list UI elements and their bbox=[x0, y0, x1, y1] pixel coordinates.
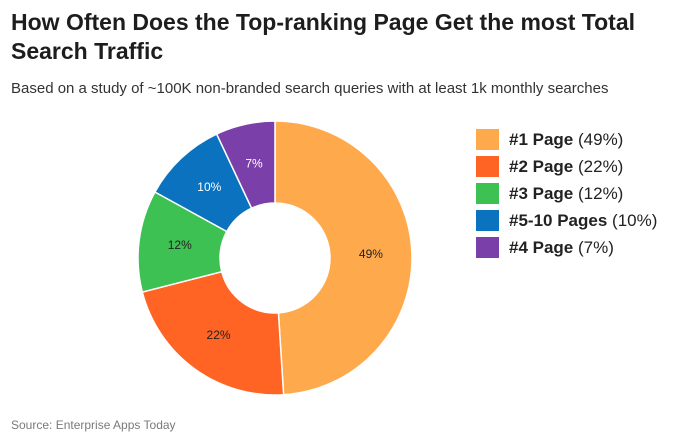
slice-data-label: 12% bbox=[168, 238, 192, 252]
donut-labels: 49% 22% 12% 10% 7% bbox=[168, 156, 384, 341]
legend-swatch bbox=[476, 237, 499, 258]
slice-data-label: 22% bbox=[207, 328, 231, 342]
legend-item: #3 Page (12%) bbox=[476, 182, 657, 205]
chart-legend: #1 Page (49%) #2 Page (22%) #3 Page (12%… bbox=[476, 128, 657, 263]
legend-value: (12%) bbox=[578, 183, 624, 203]
legend-value: (49%) bbox=[578, 129, 624, 149]
legend-item: #2 Page (22%) bbox=[476, 155, 657, 178]
donut-slice bbox=[215, 120, 276, 210]
legend-swatch bbox=[476, 129, 499, 150]
slice-data-label: 49% bbox=[359, 247, 383, 261]
legend-text: #3 Page (12%) bbox=[509, 184, 623, 204]
legend-item: #5-10 Pages (10%) bbox=[476, 209, 657, 232]
legend-text: #5-10 Pages (10%) bbox=[509, 211, 657, 231]
legend-swatch bbox=[476, 183, 499, 204]
donut-slice bbox=[274, 120, 413, 396]
legend-item: #4 Page (7%) bbox=[476, 236, 657, 259]
legend-value: (7%) bbox=[578, 237, 614, 257]
legend-item: #1 Page (49%) bbox=[476, 128, 657, 151]
slice-data-label: 10% bbox=[197, 180, 221, 194]
chart-subtitle: Based on a study of ~100K non-branded se… bbox=[11, 80, 609, 97]
chart-title: How Often Does the Top-ranking Page Get … bbox=[11, 9, 636, 64]
legend-label: #3 Page bbox=[509, 183, 574, 203]
slice-data-label: 7% bbox=[245, 156, 263, 170]
legend-text: #1 Page (49%) bbox=[509, 130, 623, 150]
legend-label: #4 Page bbox=[509, 237, 574, 257]
legend-text: #4 Page (7%) bbox=[509, 238, 614, 258]
legend-label: #2 Page bbox=[509, 156, 574, 176]
legend-text: #2 Page (22%) bbox=[509, 157, 623, 177]
legend-label: #5-10 Pages bbox=[509, 210, 608, 230]
legend-value: (10%) bbox=[612, 210, 658, 230]
donut-slice bbox=[141, 270, 285, 396]
legend-swatch bbox=[476, 210, 499, 231]
legend-label: #1 Page bbox=[509, 129, 574, 149]
source-note: Source: Enterprise Apps Today bbox=[11, 418, 176, 432]
donut-slices bbox=[137, 120, 413, 396]
legend-value: (22%) bbox=[578, 156, 624, 176]
legend-swatch bbox=[476, 156, 499, 177]
